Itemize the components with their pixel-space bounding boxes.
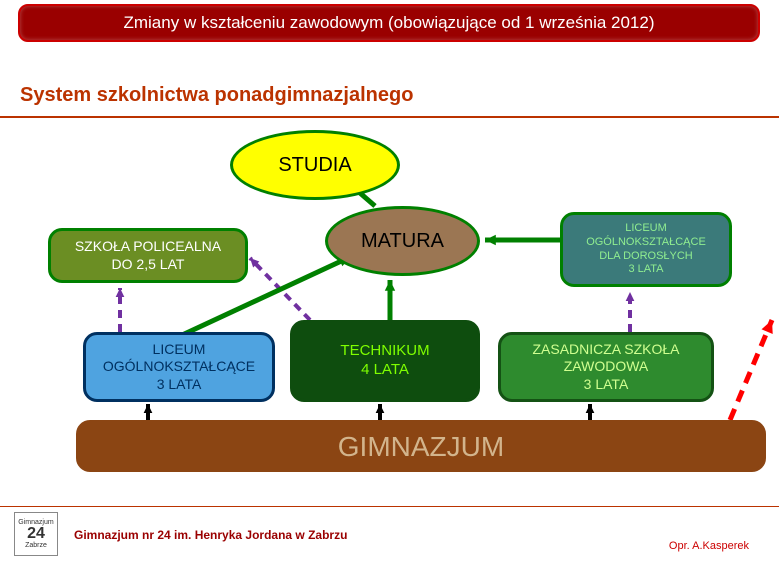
school-logo: Gimnazjum 24 Zabrze [14,512,58,556]
logo-bottom-text: Zabrze [25,542,47,549]
divider-footer [0,506,779,507]
node-zawodowa: ZASADNICZA SZKOŁAZAWODOWA3 LATA [498,332,714,402]
node-policealna: SZKOŁA POLICEALNADO 2,5 LAT [48,228,248,283]
node-doroslych: LICEUMOGÓLNOKSZTAŁCĄCEDLA DOROSŁYCH3 LAT… [560,212,732,287]
footer-school-name: Gimnazjum nr 24 im. Henryka Jordana w Za… [74,528,347,542]
logo-number: 24 [27,526,45,542]
page-subtitle: System szkolnictwa ponadgimnazjalnego [20,84,413,107]
node-liceum: LICEUMOGÓLNOKSZTAŁCĄCE3 LATA [83,332,275,402]
header-banner: Zmiany w kształceniu zawodowym (obowiązu… [18,4,760,42]
footer-author: Opr. A.Kasperek [669,540,749,552]
node-gimnazjum: GIMNAZJUM [76,420,766,472]
header-title: Zmiany w kształceniu zawodowym (obowiązu… [123,13,654,33]
node-studia: STUDIA [230,130,400,200]
divider-top [0,116,779,118]
node-technikum: TECHNIKUM4 LATA [290,320,480,402]
node-matura: MATURA [325,206,480,276]
